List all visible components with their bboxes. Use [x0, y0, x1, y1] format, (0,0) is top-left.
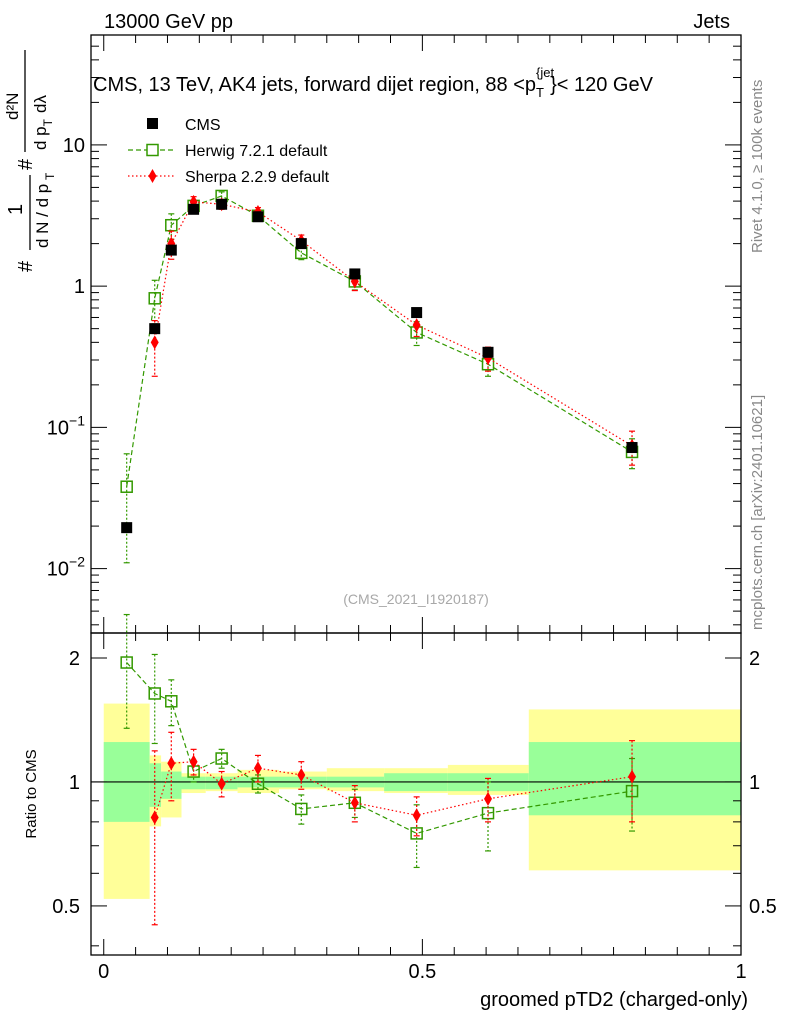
mcplots-label: mcplots.cern.ch [arXiv:2401.10621]	[749, 395, 766, 630]
ratio-panel-frame	[90, 632, 742, 956]
main-point-cms	[121, 522, 133, 534]
ratio-y-tick-label: 2	[69, 648, 80, 670]
ratio-point-sherpa	[628, 769, 637, 784]
main-point-cms	[482, 346, 494, 358]
ratio-y-tick-label: 1	[749, 772, 760, 794]
legend-entry-sherpa: Sherpa 2.2.9 default	[128, 169, 330, 186]
ratio-point-herwig	[215, 752, 228, 765]
main-y-tick-label: 10	[63, 135, 85, 157]
main-point-cms	[411, 307, 423, 319]
ratio-line-diamond	[154, 761, 633, 818]
ratio-point-sherpa	[412, 808, 421, 823]
axis-ticks: 10 1 10−1 10−2 0 0.5 1 2 2 1 1 0.5 0.5	[47, 34, 777, 983]
stat-band-bin	[181, 776, 206, 790]
main-line-square-open	[126, 195, 633, 487]
main-point-cms	[216, 198, 228, 210]
ratio-point-sherpa	[150, 810, 159, 825]
ratio-point-sherpa	[217, 776, 226, 791]
main-point-cms	[165, 244, 177, 256]
main-point-cms	[349, 268, 361, 280]
ratio-point-herwig	[410, 827, 423, 840]
main-point-sherpa	[412, 318, 421, 333]
ratio-point-herwig	[148, 687, 161, 700]
data-marks	[120, 189, 639, 926]
main-y-axis-label: # 1 d N / d p T # d²N d pTdλ	[3, 50, 57, 272]
ratio-y-tick-label: 1	[69, 772, 80, 794]
plot-frames	[90, 34, 742, 956]
main-point-cms	[188, 203, 200, 215]
legend-label-herwig: Herwig 7.2.1 default	[185, 143, 328, 160]
ylabel-T-sub-1: T	[43, 172, 57, 180]
rivet-version-label: Rivet 4.1.0, ≥ 100k events	[749, 80, 766, 253]
ratio-point-sherpa	[350, 795, 359, 810]
legend-entry-herwig: Herwig 7.2.1 default	[128, 143, 328, 160]
ratio-point-herwig	[165, 695, 178, 708]
legend-label-sherpa: Sherpa 2.2.9 default	[185, 169, 330, 186]
analysis-watermark: (CMS_2021_I1920187)	[343, 591, 489, 607]
main-point-cms	[252, 211, 264, 223]
ratio-point-herwig	[251, 777, 265, 791]
ratio-uncertainty-bands	[103, 703, 741, 899]
main-y-tick-label: 10−1	[47, 412, 85, 439]
ratio-y-tick-label: 0.5	[749, 896, 777, 918]
ratio-point-sherpa	[167, 756, 176, 771]
legend-marker-sherpa	[148, 169, 157, 183]
main-point-cms	[149, 323, 161, 335]
ratio-point-sherpa	[297, 767, 306, 782]
legend: CMS Herwig 7.2.1 default Sherpa 2.2.9 de…	[128, 117, 330, 186]
main-y-tick-label: 10−2	[47, 554, 85, 581]
ratio-y-axis-label: Ratio to CMS	[23, 749, 40, 838]
main-point-herwig	[148, 292, 161, 305]
ylabel-d2N: d²N	[3, 93, 22, 120]
x-axis-label: groomed pTD2 (charged-only)	[480, 989, 748, 1011]
main-point-herwig	[120, 480, 133, 493]
header-left: 13000 GeV pp	[104, 11, 233, 33]
ratio-point-sherpa	[484, 791, 493, 806]
ylabel-hash-2: #	[15, 158, 37, 170]
ratio-point-herwig	[120, 656, 133, 669]
legend-entry-cms: CMS	[147, 117, 221, 134]
ratio-point-sherpa	[189, 754, 198, 769]
legend-marker-herwig	[146, 143, 159, 157]
ylabel-dN-dpT: d N / d p	[33, 184, 52, 248]
header-right: Jets	[693, 11, 730, 33]
x-tick-label: 0	[98, 961, 109, 983]
main-y-tick-label: 1	[74, 276, 85, 298]
stat-band-bin	[149, 763, 162, 807]
ratio-y-tick-label: 2	[749, 648, 760, 670]
ylabel-one: 1	[5, 204, 27, 215]
ylabel-dpT-dlambda: d pTdλ	[31, 95, 55, 150]
x-tick-label: 1	[735, 961, 746, 983]
ratio-y-tick-label: 0.5	[52, 896, 80, 918]
main-point-cms	[626, 442, 638, 454]
ratio-point-sherpa	[253, 761, 262, 776]
legend-label-cms: CMS	[185, 117, 221, 134]
plot-title: CMS, 13 TeV, AK4 jets, forward dijet reg…	[93, 65, 654, 100]
main-line-diamond	[154, 201, 633, 447]
main-point-sherpa	[150, 335, 159, 350]
ylabel-hash-1: #	[15, 260, 37, 272]
stat-band-bin	[528, 742, 741, 816]
main-point-cms	[295, 238, 307, 250]
legend-marker-cms	[147, 118, 158, 129]
ratio-point-herwig	[295, 802, 308, 816]
x-tick-label: 0.5	[408, 961, 436, 983]
